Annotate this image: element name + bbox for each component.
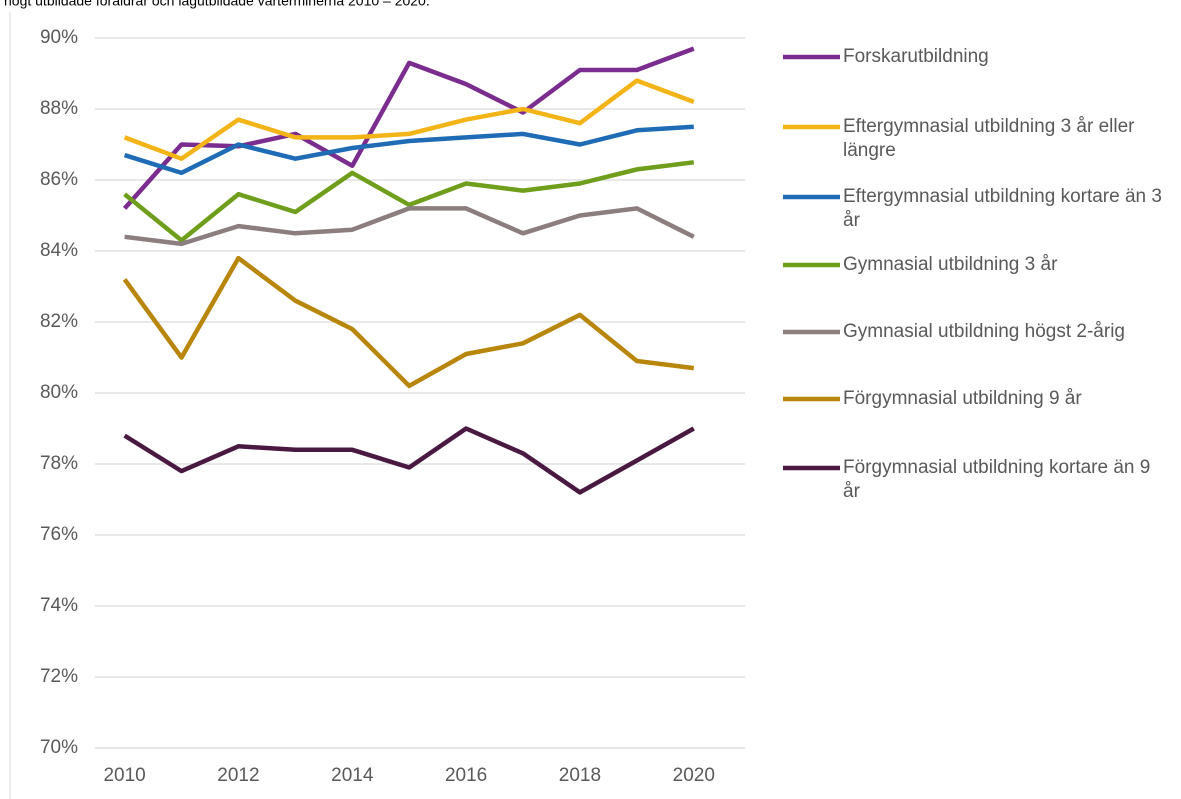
legend-label: Gymnasial utbildning högst 2-årig: [843, 321, 1125, 342]
legend-label: Förgymnasial utbildning 9 år: [843, 388, 1082, 409]
x-tick-label: 2012: [217, 765, 259, 786]
y-tick-label: 78%: [40, 453, 78, 474]
series-line: [123, 426, 695, 495]
x-tick-label: 2018: [559, 765, 601, 786]
series-line: [123, 124, 694, 176]
series-line: [122, 255, 695, 389]
x-tick-label: 2016: [445, 765, 487, 786]
legend-label: Eftergymnasial utbildning 3 år eller län…: [843, 116, 1135, 161]
chart-title: högt utbildade föräldrar och lågutbildad…: [4, 0, 430, 9]
x-tick-label: 2020: [673, 765, 715, 786]
x-tick-label: 2014: [331, 765, 374, 786]
y-tick-label: 80%: [40, 382, 78, 403]
legend-label: Eftergymnasial utbildning kortare än 3 å…: [843, 186, 1162, 231]
series-line: [123, 78, 695, 161]
series-line: [122, 46, 695, 210]
legend-label: Förgymnasial utbildning kortare än 9 år: [843, 457, 1151, 502]
legend-label: Forskarutbildning: [843, 46, 989, 67]
y-tick-label: 82%: [40, 311, 78, 332]
y-tick-label: 74%: [40, 595, 78, 616]
series-line: [124, 206, 695, 247]
x-tick-label: 2010: [103, 765, 145, 786]
y-tick-label: 84%: [40, 240, 78, 261]
y-tick-label: 76%: [40, 524, 78, 545]
y-tick-label: 86%: [40, 169, 78, 190]
y-tick-label: 88%: [40, 98, 78, 119]
y-tick-label: 90%: [40, 27, 78, 48]
legend-label: Gymnasial utbildning 3 år: [843, 254, 1058, 275]
series-line: [123, 160, 695, 243]
y-tick-label: 72%: [40, 666, 78, 687]
y-tick-label: 70%: [40, 737, 78, 758]
